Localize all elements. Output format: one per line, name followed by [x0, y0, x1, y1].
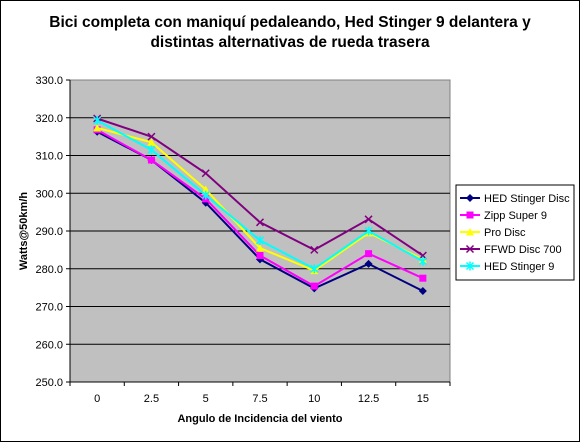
y-tick-label-2: 270.0 [35, 302, 63, 314]
series-4-point-3 [255, 235, 265, 245]
series-1-point-3 [256, 252, 264, 260]
legend-marker-1 [466, 211, 474, 219]
y-tick-label-3: 280.0 [35, 264, 63, 276]
x-tick-label-5: 12.5 [358, 393, 379, 405]
y-tick-label-6: 310.0 [35, 151, 63, 163]
x-tick-label-2: 5 [203, 393, 209, 405]
y-tick-label-8: 330.0 [35, 75, 63, 87]
legend-label-0: HED Stinger Disc [484, 193, 570, 205]
x-axis-title: Angulo de Incidencia del viento [177, 413, 342, 425]
series-4-point-1 [147, 145, 156, 155]
x-tick-label-3: 7.5 [252, 393, 267, 405]
y-tick-label-4: 290.0 [35, 226, 63, 238]
chart-title-line-2: distintas alternativas de rueda trasera [150, 34, 430, 51]
legend-label-3: FFWD Disc 700 [484, 244, 562, 256]
x-tick-label-4: 10 [308, 393, 320, 405]
series-3-point-1 [147, 132, 156, 141]
series-4-point-6 [418, 256, 427, 266]
series-3-point-4 [310, 245, 319, 254]
legend-marker-4 [465, 261, 475, 271]
series-3-point-3 [255, 218, 265, 227]
legend-marker-0 [466, 194, 474, 202]
series-1-point-4 [310, 282, 318, 290]
series-2-point-0 [93, 123, 102, 132]
y-tick-label-1: 260.0 [35, 339, 63, 351]
y-tick-label-0: 250.0 [35, 377, 63, 389]
legend-marker-2 [466, 228, 474, 236]
series-2-point-2 [201, 185, 210, 193]
series-2-point-3 [256, 243, 264, 252]
series-0-point-5 [364, 259, 373, 268]
x-tick-label-6: 15 [417, 393, 429, 405]
series-1-point-6 [419, 274, 427, 282]
series-3-point-2 [201, 169, 210, 178]
series-2-point-1 [147, 138, 156, 146]
y-axis-title: Watts@50km/h [18, 192, 30, 270]
series-3-point-5 [364, 215, 373, 224]
series-1-point-5 [365, 250, 373, 258]
series-4-point-0 [93, 115, 102, 125]
series-1-point-1 [147, 156, 155, 164]
y-tick-label-7: 320.0 [35, 113, 63, 125]
legend-label-1: Zipp Super 9 [484, 210, 547, 222]
legend-label-4: HED Stinger 9 [484, 261, 554, 273]
legend-marker-3 [465, 244, 475, 254]
series-0-point-6 [418, 287, 427, 296]
chart-title-line-1: Bici completa con maniquí pedaleando, He… [49, 14, 531, 31]
legend-label-2: Pro Disc [484, 227, 526, 239]
series-4-point-5 [364, 226, 373, 236]
x-tick-label-0: 0 [94, 393, 100, 405]
x-tick-label-1: 2.5 [144, 393, 159, 405]
series-4-point-2 [201, 190, 210, 200]
series-4-point-4 [310, 264, 319, 274]
y-tick-label-5: 300.0 [35, 188, 63, 200]
chart-title: Bici completa con maniquí pedaleando, He… [0, 13, 580, 53]
